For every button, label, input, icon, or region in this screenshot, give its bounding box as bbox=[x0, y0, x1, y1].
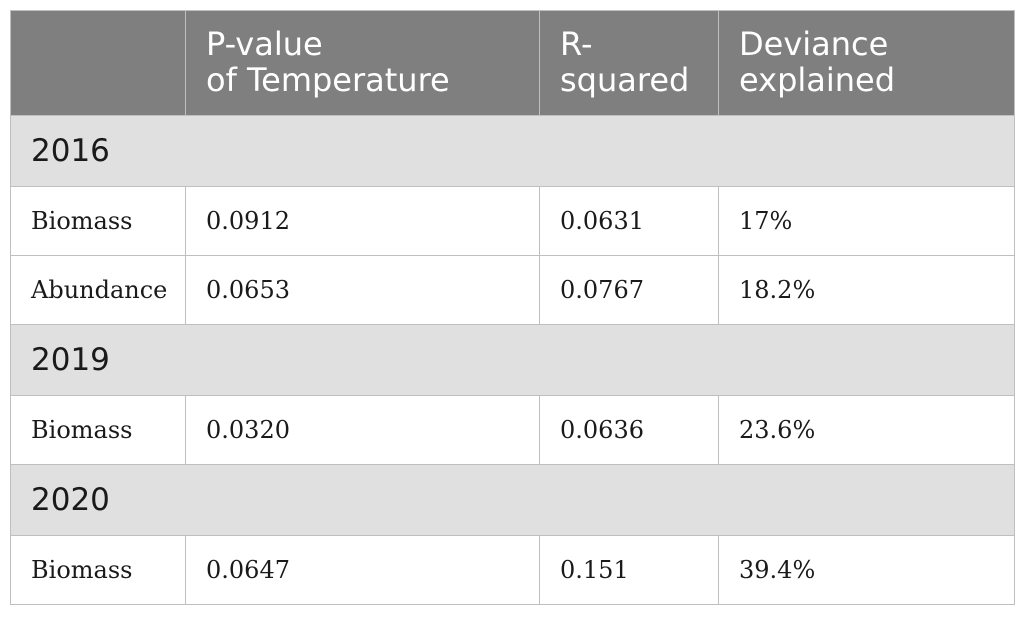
group-year: 2016 bbox=[10, 115, 1015, 187]
header-deviance-line1: Deviance bbox=[739, 25, 889, 63]
group-year: 2019 bbox=[10, 324, 1015, 396]
response-cell: Biomass bbox=[10, 535, 186, 605]
table-body: 2016 Biomass 0.0912 0.0631 17% Abundance… bbox=[10, 115, 1015, 605]
deviance-cell: 39.4% bbox=[718, 535, 1015, 605]
results-table: P-value of Temperature R- squared Devian… bbox=[10, 10, 1015, 605]
header-r-squared-line2: squared bbox=[560, 61, 690, 99]
table-row: Biomass 0.0647 0.151 39.4% bbox=[10, 535, 1015, 605]
header-p-value-line1: P-value bbox=[206, 25, 323, 63]
deviance-cell: 23.6% bbox=[718, 395, 1015, 465]
header-deviance-line2: explained bbox=[739, 61, 896, 99]
header-row: P-value of Temperature R- squared Devian… bbox=[10, 10, 1015, 116]
response-cell: Biomass bbox=[10, 395, 186, 465]
r-squared-cell: 0.0767 bbox=[539, 255, 719, 325]
group-year: 2020 bbox=[10, 464, 1015, 536]
group-row-2016: 2016 bbox=[10, 115, 1015, 187]
table-header: P-value of Temperature R- squared Devian… bbox=[10, 10, 1015, 116]
header-deviance: Deviance explained bbox=[718, 10, 1015, 116]
header-empty bbox=[10, 10, 186, 116]
p-value-cell: 0.0647 bbox=[185, 535, 540, 605]
header-r-squared: R- squared bbox=[539, 10, 719, 116]
p-value-cell: 0.0912 bbox=[185, 186, 540, 256]
group-row-2019: 2019 bbox=[10, 324, 1015, 396]
response-cell: Biomass bbox=[10, 186, 186, 256]
deviance-cell: 18.2% bbox=[718, 255, 1015, 325]
header-p-value-line2: of Temperature bbox=[206, 61, 450, 99]
table-row: Biomass 0.0912 0.0631 17% bbox=[10, 186, 1015, 256]
header-r-squared-line1: R- bbox=[560, 25, 593, 63]
r-squared-cell: 0.0636 bbox=[539, 395, 719, 465]
group-row-2020: 2020 bbox=[10, 464, 1015, 536]
header-p-value: P-value of Temperature bbox=[185, 10, 540, 116]
r-squared-cell: 0.0631 bbox=[539, 186, 719, 256]
response-cell: Abundance bbox=[10, 255, 186, 325]
table-row: Abundance 0.0653 0.0767 18.2% bbox=[10, 255, 1015, 325]
table-row: Biomass 0.0320 0.0636 23.6% bbox=[10, 395, 1015, 465]
p-value-cell: 0.0653 bbox=[185, 255, 540, 325]
p-value-cell: 0.0320 bbox=[185, 395, 540, 465]
deviance-cell: 17% bbox=[718, 186, 1015, 256]
r-squared-cell: 0.151 bbox=[539, 535, 719, 605]
